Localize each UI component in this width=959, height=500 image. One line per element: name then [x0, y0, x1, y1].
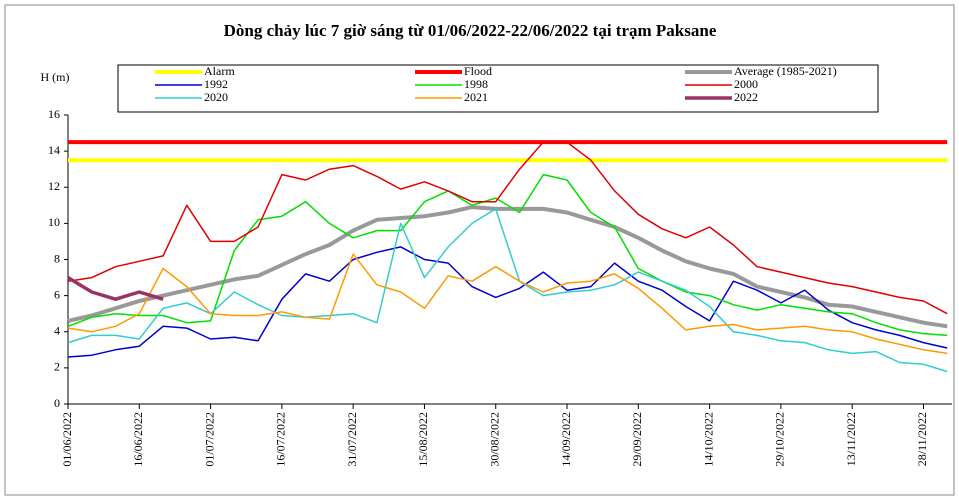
y-tick-label: 12: [48, 179, 60, 193]
x-tick-label: 16/07/2022: [274, 412, 288, 467]
legend-label: Average (1985-2021): [734, 64, 837, 78]
series-line: [67, 246, 948, 358]
legend-label: 2000: [734, 77, 758, 91]
legend-label: 2020: [204, 90, 228, 104]
y-tick-label: 6: [54, 287, 60, 301]
y-tick-label: 8: [54, 251, 60, 265]
y-tick-label: 14: [48, 143, 60, 157]
x-tick-label: 28/11/2022: [915, 412, 929, 466]
x-tick-label: 14/10/2022: [701, 412, 715, 467]
series-line: [67, 141, 948, 315]
x-tick-label: 01/06/2022: [60, 412, 74, 467]
legend-label: 2021: [464, 90, 488, 104]
y-axis-label: H (m): [41, 70, 70, 84]
y-tick-label: 2: [54, 360, 60, 374]
legend-label: 1998: [464, 77, 488, 91]
y-tick-label: 4: [54, 324, 60, 338]
x-tick-label: 01/07/2022: [202, 412, 216, 467]
legend-label: Alarm: [204, 64, 235, 78]
x-tick-label: 14/09/2022: [559, 412, 573, 467]
legend: [117, 64, 879, 113]
y-tick-label: 16: [48, 107, 60, 121]
x-tick-label: 29/09/2022: [630, 412, 644, 467]
x-tick-label: 15/08/2022: [416, 412, 430, 467]
x-tick-label: 30/08/2022: [487, 412, 501, 467]
legend-label: Flood: [464, 64, 492, 78]
y-tick-label: 10: [48, 215, 60, 229]
series-line: [67, 208, 948, 373]
x-tick-label: 13/11/2022: [844, 412, 858, 466]
series-line: [67, 276, 164, 301]
legend-label: 2022: [734, 90, 758, 104]
chart-title: Dòng chảy lúc 7 giờ sáng từ 01/06/2022-2…: [224, 21, 717, 40]
y-tick-label: 0: [54, 396, 60, 410]
legend-label: 1992: [204, 77, 228, 91]
series-line: [67, 253, 948, 355]
x-tick-label: 29/10/2022: [773, 412, 787, 467]
x-tick-label: 31/07/2022: [345, 412, 359, 467]
x-tick-label: 16/06/2022: [131, 412, 145, 467]
series-line: [67, 205, 948, 329]
